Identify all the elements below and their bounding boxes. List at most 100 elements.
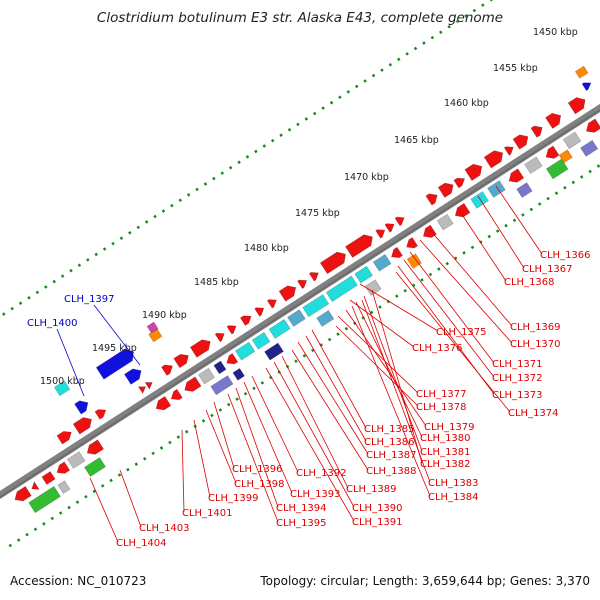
forward-gene-29-shape <box>567 97 586 115</box>
forward-gene-2 <box>72 417 92 435</box>
forward-gene-23-shape <box>464 163 483 181</box>
gene-label-clh-1397: CLH_1397 <box>64 294 115 305</box>
reverse-gene-19-shape <box>354 265 373 284</box>
gene-label-clh-1380: CLH_1380 <box>420 433 471 444</box>
forward-gene-21 <box>437 182 454 198</box>
forward-gene-17 <box>375 229 386 239</box>
kbp-tick-label-10: 1495 kbp <box>92 343 137 354</box>
inner-feature-13-shape <box>580 139 599 157</box>
gene-label-clh-1401: CLH_1401 <box>182 508 233 519</box>
leader-line-clh-1397 <box>93 304 141 366</box>
leader-line-clh-1367 <box>477 195 525 269</box>
forward-gene-6 <box>189 339 211 358</box>
reverse-gene-10 <box>198 367 215 385</box>
reverse-gene-14 <box>251 332 271 350</box>
reverse-gene-22-shape <box>406 237 419 249</box>
gene-label-clh-1381: CLH_1381 <box>420 447 471 458</box>
inner-feature-8-shape <box>364 279 382 296</box>
forward-gene-12 <box>278 285 297 302</box>
topology-summary: Topology: circular; Length: 3,659,644 bp… <box>260 574 590 588</box>
forward-gene-28-shape <box>545 112 562 129</box>
forward-gene-5-shape <box>173 353 189 369</box>
reverse-gene-22 <box>406 237 419 249</box>
outer-feature-10 <box>581 82 592 92</box>
forward-gene-8 <box>226 325 237 335</box>
gene-label-clh-1366: CLH_1366 <box>540 250 591 261</box>
leader-line-clh-1401 <box>181 429 185 513</box>
leader-line-clh-1377 <box>337 315 419 394</box>
kbp-tick-label-1: 1450 kbp <box>533 27 578 38</box>
reverse-gene-31-shape <box>562 131 582 150</box>
forward-gene-9 <box>239 315 252 326</box>
leader-line-clh-1391 <box>265 367 355 522</box>
leader-line-clh-1371 <box>409 251 495 364</box>
forward-gene-13-shape <box>297 279 308 290</box>
reverse-gene-27-shape <box>487 180 506 198</box>
gene-label-clh-1385: CLH_1385 <box>364 424 415 435</box>
reverse-gene-16 <box>287 309 306 327</box>
inner-feature-7-shape <box>316 310 335 327</box>
leader-line-clh-1374 <box>395 271 511 413</box>
forward-gene-10 <box>254 307 265 317</box>
outer-feature-9-shape <box>574 65 589 79</box>
gene-label-clh-1388: CLH_1388 <box>366 466 417 477</box>
leader-line-clh-1392 <box>251 375 299 473</box>
forward-gene-11 <box>266 299 277 309</box>
reverse-gene-1 <box>14 485 32 502</box>
reverse-gene-10-shape <box>198 367 215 385</box>
forward-gene-22-shape <box>453 177 466 189</box>
gene-label-clh-1375: CLH_1375 <box>436 327 487 338</box>
forward-gene-22 <box>453 177 466 189</box>
inner-feature-8 <box>364 279 382 296</box>
reverse-gene-27 <box>487 180 506 198</box>
forward-gene-7 <box>214 332 225 343</box>
forward-gene-18-shape <box>384 223 395 233</box>
reverse-gene-23-shape <box>422 224 437 238</box>
forward-gene-4-shape <box>161 364 173 376</box>
forward-gene-2-shape <box>72 417 92 435</box>
inner-feature-6 <box>264 342 284 361</box>
leader-line-clh-1372 <box>403 259 495 378</box>
leader-line-clh-1398 <box>205 409 237 484</box>
reverse-gene-29 <box>524 156 543 175</box>
outer-feature-8 <box>144 382 153 390</box>
leader-line-clh-1399 <box>193 419 211 498</box>
reverse-gene-15-shape <box>268 319 291 339</box>
accession-text: Accession: NC_010723 <box>10 574 147 588</box>
reverse-gene-5 <box>66 451 86 469</box>
leader-line-clh-1383 <box>361 299 431 483</box>
reverse-gene-29-shape <box>524 156 543 175</box>
genome-backbone-shadow <box>0 109 600 498</box>
outer-feature-3 <box>53 380 71 397</box>
forward-gene-27-shape <box>530 125 543 138</box>
forward-gene-14 <box>308 272 319 282</box>
gene-label-clh-1386: CLH_1386 <box>364 437 415 448</box>
leader-line-clh-1404 <box>89 477 119 543</box>
outer-feature-2 <box>74 400 89 415</box>
reverse-gene-8-shape <box>170 388 183 401</box>
gene-label-clh-1403: CLH_1403 <box>139 523 190 534</box>
forward-gene-19 <box>394 216 405 227</box>
inner-feature-12-shape <box>558 149 573 164</box>
reverse-gene-7-shape <box>155 395 172 411</box>
gene-label-clh-1379: CLH_1379 <box>424 422 475 433</box>
forward-gene-26 <box>512 134 529 150</box>
reverse-gene-24 <box>436 213 454 231</box>
outer-feature-7-shape <box>137 386 147 395</box>
leader-line-clh-1400 <box>56 328 85 397</box>
forward-gene-24-shape <box>483 150 504 169</box>
reverse-gene-9-shape <box>184 376 202 392</box>
gene-label-clh-1396: CLH_1396 <box>232 464 283 475</box>
kbp-tick-label-5: 1470 kbp <box>344 172 389 183</box>
forward-gene-4 <box>161 364 173 376</box>
outer-feature-8-shape <box>144 382 153 390</box>
forward-gene-18 <box>384 223 395 233</box>
reverse-gene-28 <box>508 168 525 183</box>
reverse-gene-28-shape <box>508 168 525 183</box>
reverse-gene-1-shape <box>14 485 32 502</box>
reverse-gene-11-shape <box>213 360 227 375</box>
forward-gene-20-shape <box>425 193 438 206</box>
outer-feature-3-shape <box>53 380 71 397</box>
reverse-gene-20 <box>372 253 392 272</box>
